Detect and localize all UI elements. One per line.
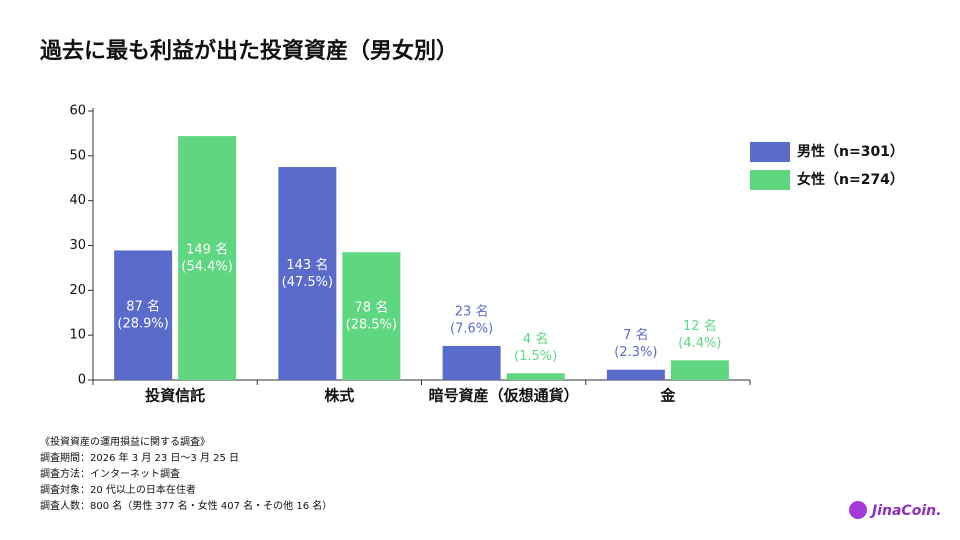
y-tick-label: 20 — [69, 283, 86, 298]
x-tick-label: 投資信託 — [145, 387, 205, 405]
y-tick-label: 50 — [69, 148, 86, 163]
footnote: 《投資資産の運用損益に関する調査》 — [40, 435, 210, 448]
value-label: (2.3%) — [614, 345, 657, 360]
count-label: 149 名 — [186, 242, 228, 258]
chart-title: 過去に最も利益が出た投資資産（男女別） — [40, 38, 458, 64]
value-label: (1.5%) — [514, 349, 557, 364]
x-tick-label: 金 — [659, 387, 676, 405]
count-label: 12 名 — [683, 318, 717, 334]
y-tick-label: 30 — [69, 238, 86, 253]
bar — [506, 373, 565, 380]
bar — [442, 345, 501, 380]
legend-label: 男性（n=301） — [797, 143, 904, 160]
count-label: 4 名 — [523, 331, 548, 347]
y-tick-label: 60 — [69, 104, 86, 119]
y-tick-label: 10 — [69, 328, 86, 343]
value-label: (47.5%) — [282, 275, 333, 290]
count-label: 7 名 — [623, 327, 648, 343]
footnote: 調査対象：20 代以上の日本在住者 — [40, 483, 196, 496]
y-tick-label: 40 — [69, 193, 86, 208]
bar — [278, 167, 337, 380]
bar — [114, 250, 173, 380]
count-label: 143 名 — [286, 257, 328, 273]
value-label: (4.4%) — [678, 336, 721, 351]
bar — [670, 360, 729, 380]
legend-swatch — [750, 170, 790, 190]
count-label: 78 名 — [355, 300, 389, 316]
footnote: 調査方法：インターネット調査 — [40, 467, 180, 480]
footnote: 調査期間：2026 年 3 月 23 日〜3 月 25 日 — [40, 451, 239, 464]
logo-icon — [849, 501, 867, 519]
legend-label: 女性（n=274） — [797, 171, 904, 188]
y-tick-label: 0 — [78, 373, 86, 388]
value-label: (54.4%) — [181, 260, 232, 275]
legend-swatch — [750, 142, 790, 162]
footnote: 調査人数：800 名（男性 377 名・女性 407 名・その他 16 名） — [40, 499, 332, 512]
bar — [178, 136, 237, 380]
bar — [606, 369, 665, 380]
value-label: (7.6%) — [450, 321, 493, 336]
count-label: 87 名 — [126, 299, 160, 315]
x-tick-label: 暗号資産（仮想通貨） — [429, 387, 579, 405]
x-tick-label: 株式 — [324, 387, 354, 405]
bar — [342, 252, 401, 380]
logo: JinaCoin. — [869, 503, 941, 519]
value-label: (28.5%) — [346, 318, 397, 333]
count-label: 23 名 — [455, 303, 489, 319]
value-label: (28.9%) — [117, 317, 168, 332]
